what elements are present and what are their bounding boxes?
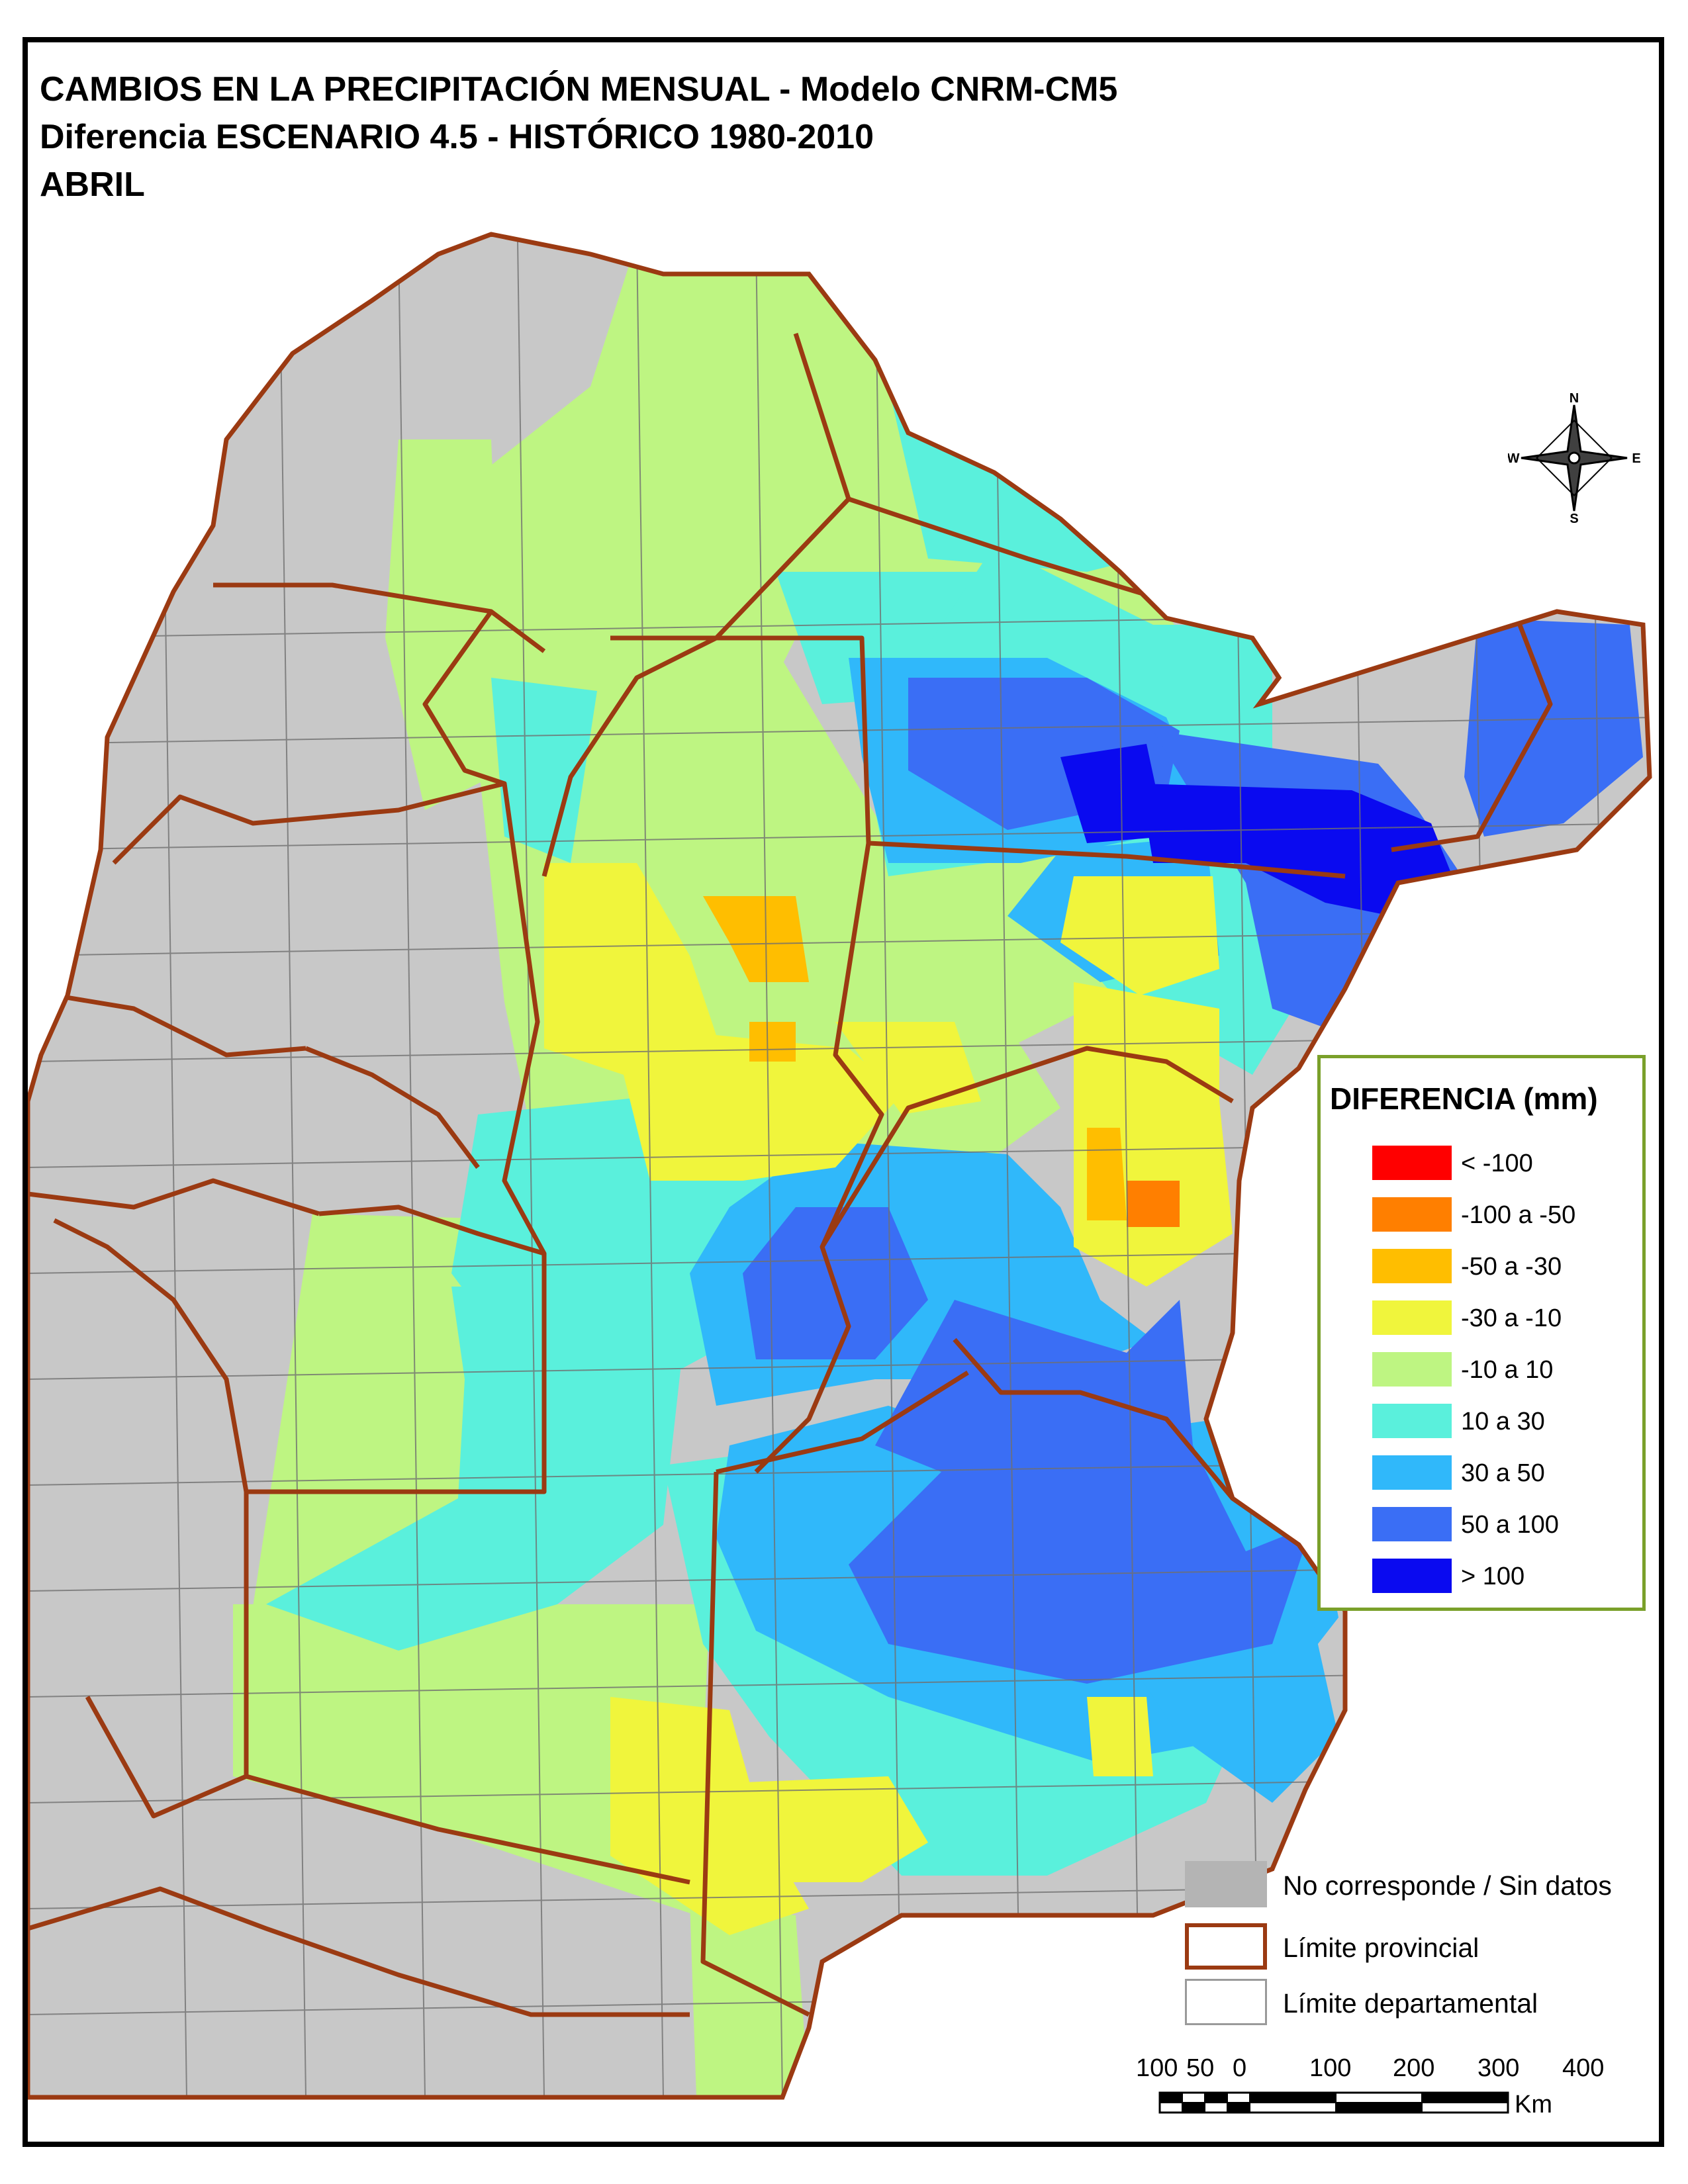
legend-swatch: [1372, 1249, 1452, 1283]
difference-legend: DIFERENCIA (mm) < -100 -100 a -50 -50 a …: [1317, 1055, 1646, 1611]
legend-class-label: > 100: [1461, 1563, 1525, 1590]
map-title-line1: CAMBIOS EN LA PRECIPITACIÓN MENSUAL - Mo…: [40, 70, 1118, 109]
grid-cell: [1060, 744, 1166, 843]
scale-label: 200: [1393, 2054, 1435, 2082]
legend-class-label: 30 a 50: [1461, 1459, 1545, 1487]
north-arrow-diagonal: [1536, 420, 1613, 496]
legend-swatch: [1372, 1146, 1452, 1180]
scale-segment: [1227, 2092, 1250, 2103]
scale-label: 300: [1477, 2054, 1520, 2082]
legend-department-swatch: [1185, 1979, 1267, 2025]
scale-segment: [1250, 2093, 1336, 2103]
grid-cells: [233, 241, 1643, 2097]
scale-segment: [1249, 2102, 1336, 2113]
legend-class-label: -50 a -30: [1461, 1253, 1562, 1281]
precipitation-map: [28, 42, 1656, 2140]
legend-swatch: [1372, 1300, 1452, 1335]
scale-segment: [1336, 2103, 1422, 2113]
legend-no-data-swatch: [1185, 1861, 1267, 1907]
compass-s: S: [1570, 512, 1578, 524]
grid-cell: [1087, 1697, 1153, 1776]
province-boundaries: [28, 332, 1553, 2017]
scale-segment: [1160, 2093, 1182, 2103]
grid-cell: [491, 678, 597, 863]
legend-department-label: Límite departamental: [1283, 1988, 1538, 2019]
north-arrow-center: [1568, 451, 1581, 465]
north-arrow: N S E W: [1508, 392, 1640, 524]
legend-swatch: [1372, 1404, 1452, 1438]
legend-swatch: [1372, 1352, 1452, 1387]
legend-swatch: [1372, 1455, 1452, 1490]
scale-label: 50: [1186, 2054, 1215, 2082]
scale-segment: [1421, 2102, 1509, 2113]
scale-segment: [1227, 2103, 1250, 2113]
scale-segment: [1205, 2093, 1227, 2103]
grid-cell: [888, 387, 1193, 572]
scale-label: 100: [1136, 2054, 1178, 2082]
legend-swatch: [1372, 1507, 1452, 1541]
grid-cell: [690, 1902, 809, 2097]
scale-label: 100: [1309, 2054, 1352, 2082]
scale-segment: [1182, 2103, 1205, 2113]
grid-cell: [835, 1022, 981, 1115]
scale-segment: [1204, 2102, 1228, 2113]
legend-class-label: 50 a 100: [1461, 1511, 1559, 1539]
grid-cell: [233, 1604, 710, 1915]
legend-swatch: [1372, 1559, 1452, 1593]
scale-segment: [1182, 2092, 1205, 2103]
grid-cell: [544, 863, 902, 1181]
grid-cell: [849, 1300, 1312, 1684]
legend-class-label: 10 a 30: [1461, 1408, 1545, 1435]
scale-segment: [1422, 2093, 1508, 2103]
legend-class-label: -30 a -10: [1461, 1304, 1562, 1332]
grid-cell: [703, 896, 809, 982]
grid-cell: [266, 1287, 690, 1651]
scale-label: 0: [1233, 2054, 1247, 2082]
legend-title: DIFERENCIA (mm): [1330, 1081, 1598, 1116]
grid-cell: [1140, 784, 1458, 916]
map-title-line3: ABRIL: [40, 165, 145, 204]
scale-label: 400: [1562, 2054, 1605, 2082]
legend-class-label: -10 a 10: [1461, 1356, 1554, 1384]
legend-no-data-label: No corresponde / Sin datos: [1283, 1870, 1612, 1901]
grid-cell: [749, 1022, 796, 1062]
legend-province-label: Límite provincial: [1283, 1933, 1479, 1963]
scale-segment: [1335, 2092, 1423, 2103]
map-title-line2: Diferencia ESCENARIO 4.5 - HISTÓRICO 198…: [40, 118, 874, 156]
compass-n: N: [1570, 392, 1579, 406]
compass-e: E: [1632, 451, 1640, 466]
compass-w: W: [1508, 451, 1520, 466]
scale-bar-outline: [1158, 2091, 1509, 2114]
grid-cell: [1087, 1128, 1127, 1220]
scale-segment: [1159, 2102, 1183, 2113]
scale-unit: Km: [1515, 2091, 1552, 2118]
scale-bar: Km: [1158, 2091, 1552, 2118]
legend-class-label: < -100: [1461, 1150, 1533, 1177]
legend-swatch: [1372, 1197, 1452, 1232]
grid-cell: [1127, 1181, 1180, 1227]
grid-cell: [385, 439, 504, 810]
legend-province-swatch: [1185, 1923, 1267, 1970]
grid-cell: [1060, 876, 1219, 995]
legend-class-label: -100 a -50: [1461, 1201, 1576, 1229]
